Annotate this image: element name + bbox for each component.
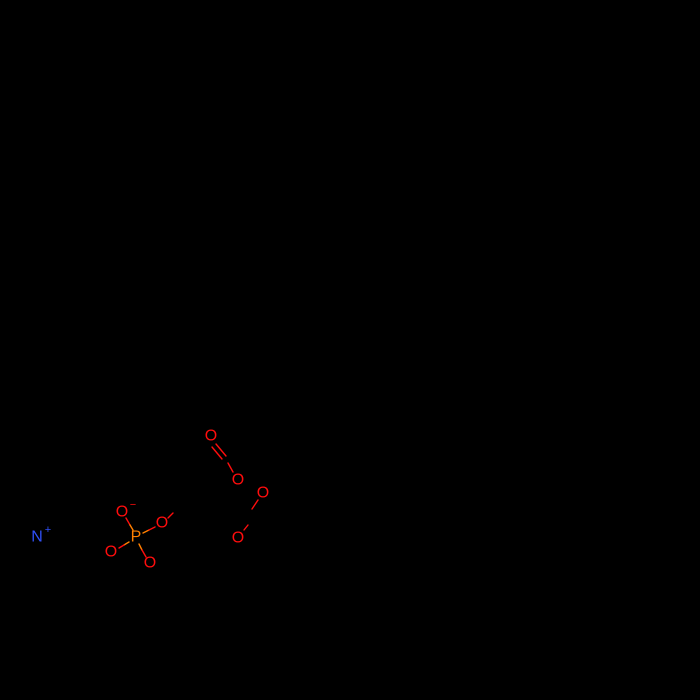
bond-ester-lower-to-carbonyl-stub (243, 524, 249, 531)
carbonyl-top-double-bond-line1 (215, 443, 227, 457)
atom-label-phosphate-anionic-oxygen: O (116, 504, 128, 521)
atom-label-phosphate-oxygen-left: O (105, 544, 117, 561)
atom-label-phosphorus: P (131, 529, 142, 546)
bond-P-Obridge-orange-half (142, 529, 150, 534)
bond-P-Oleft-orange-half (123, 541, 130, 546)
atom-label-phosphate-glycerol-oxygen: O (156, 515, 168, 532)
atom-label-ester-oxygen-lower: O (232, 530, 244, 547)
bond-ester-upper-to-carbonyl-stub (227, 462, 234, 473)
atom-label-carbonyl-oxygen-right: O (257, 485, 269, 502)
carbonyl-top-double-bond-line2 (211, 446, 223, 460)
bond-P-Obottom-orange-half (138, 543, 143, 551)
carbonyl-right-bond-stub (251, 499, 259, 510)
bond-P-Obridge-red-half (148, 526, 156, 531)
bond-P-Oleft-red-half (118, 544, 125, 549)
bond-Ominus-P-red-half (125, 517, 131, 526)
charge-label-phosphate-anionic-oxygen: − (130, 499, 136, 511)
atom-label-carbonyl-oxygen-top: O (205, 428, 217, 445)
atom-label-choline-nitrogen: N (31, 529, 43, 546)
charge-label-choline-nitrogen: + (45, 524, 51, 536)
bond-lines (118, 443, 259, 558)
bond-P-Obottom-red-half (141, 549, 147, 558)
bond-Obridge-glycerol-stub (167, 512, 174, 519)
bond-Ominus-P-orange-half (129, 524, 134, 531)
atom-label-ester-oxygen-upper: O (232, 472, 244, 489)
atom-label-phosphate-oxygen-bottom: O (144, 555, 156, 572)
